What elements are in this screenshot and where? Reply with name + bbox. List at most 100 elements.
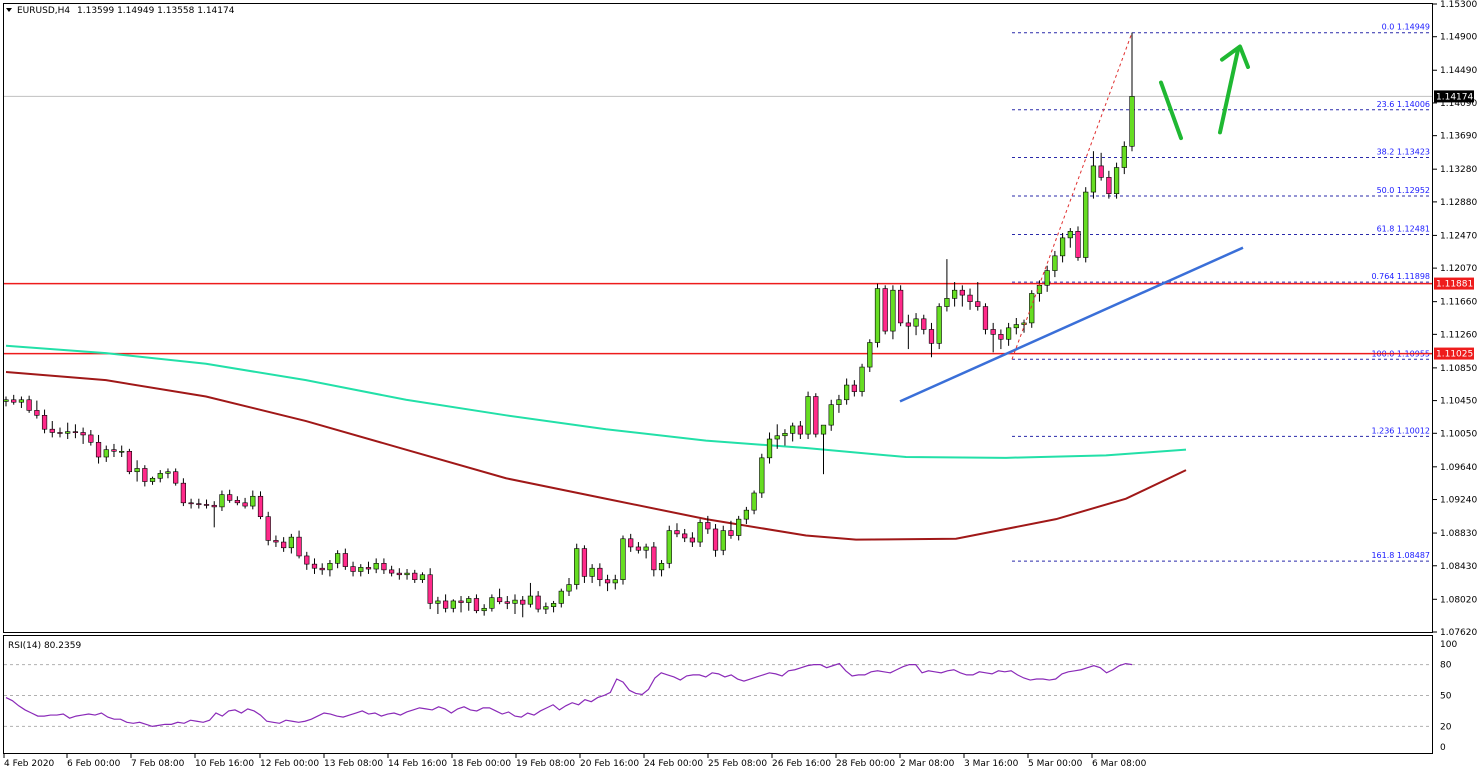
candle-bull [1044, 270, 1050, 286]
candle-bull [165, 471, 171, 474]
rsi-tick-label: 50 [1440, 692, 1452, 702]
price-tick-label: 1.09640 [1440, 463, 1477, 473]
candle-bull [751, 492, 757, 511]
time-tick-label: 19 Feb 08:00 [516, 759, 575, 769]
price-tick-label: 1.11660 [1440, 298, 1477, 308]
candle-bull [890, 289, 896, 332]
candle-bear [967, 294, 973, 302]
candle-bull [820, 424, 827, 435]
support-resistance-lines: 1.11881 1.11025 1.14174 [4, 90, 1474, 360]
fib-level-label: 61.8 1.12481 [1377, 225, 1430, 234]
candle-bull [1029, 293, 1035, 324]
level-price-badge-text: 1.11881 [1436, 280, 1473, 290]
candle-bull [1067, 231, 1073, 239]
candle-bull [219, 494, 225, 508]
candle-bull [250, 495, 256, 507]
up-move-arrow [1218, 47, 1240, 135]
candle-bull [766, 438, 773, 459]
ema-fast-line [5, 344, 1187, 459]
time-tick-label: 4 Feb 2020 [4, 759, 55, 769]
candle-bear [273, 540, 279, 543]
candle-bull [335, 553, 341, 564]
candle-bull [697, 522, 703, 543]
candle-bear [311, 563, 318, 569]
fib-level-label: 161.8 1.08487 [1371, 551, 1430, 560]
candle-bull [157, 473, 163, 479]
candle-bull [119, 450, 125, 453]
rsi-indicator [4, 662, 1432, 728]
rsi-line [5, 662, 1133, 728]
candle-bull [913, 318, 919, 327]
fib-level-label: 1.236 1.10012 [1371, 426, 1430, 435]
candle-bear [11, 399, 17, 403]
time-tick-label: 6 Feb 00:00 [67, 759, 121, 769]
candle-bear [458, 600, 464, 603]
candle-bull [612, 579, 618, 584]
candle-bull [782, 432, 788, 437]
level-price-badge [1434, 347, 1474, 360]
candle-bull [658, 563, 665, 571]
price-tick-label: 1.13280 [1440, 165, 1477, 175]
candle-bear [49, 428, 55, 433]
candle-bull [736, 518, 742, 536]
candle-bear [342, 553, 348, 567]
candle-bull [1113, 167, 1120, 195]
candle-bull [149, 477, 156, 482]
candle-bear [34, 410, 40, 416]
candle-bear [396, 572, 402, 576]
candle-bear [88, 434, 94, 443]
candle-bear [211, 504, 217, 508]
candle-bear [412, 572, 418, 580]
candle-bear [142, 468, 148, 482]
symbol-dropdown-icon[interactable] [6, 8, 12, 12]
price-panel-frame [3, 3, 1433, 633]
fib-level-label: 38.2 1.13423 [1377, 147, 1430, 156]
time-tick-label: 3 Mar 16:00 [964, 759, 1019, 769]
candle-bear [196, 503, 202, 505]
time-tick-label: 14 Feb 16:00 [388, 759, 447, 769]
candle-bull [550, 603, 557, 607]
candle-bear [535, 595, 541, 610]
candle-bear [581, 548, 588, 577]
candle-bull [1083, 191, 1089, 258]
time-tick-label: 28 Feb 00:00 [836, 759, 895, 769]
candle-bull [666, 530, 672, 564]
candle-bear [998, 334, 1004, 340]
candle-bull [1059, 237, 1066, 257]
rsi-label: RSI(14) 80.2359 [8, 641, 81, 651]
candle-bear [111, 449, 117, 452]
candle-bear [975, 301, 981, 307]
candle-bear [319, 567, 325, 571]
candle-bull [566, 584, 572, 592]
candle-bear [990, 329, 996, 335]
current-price-badge [1434, 90, 1474, 103]
time-tick-label: 20 Feb 16:00 [580, 759, 639, 769]
candle-bear [635, 546, 642, 551]
candle-bull [759, 457, 765, 494]
candle-bull [435, 600, 441, 604]
candle-bear [427, 574, 433, 604]
candle-bull [558, 590, 564, 604]
candle-bear [1075, 231, 1081, 258]
current-price-badge-text: 1.14174 [1436, 92, 1473, 102]
ema-slow-line [5, 370, 1187, 541]
candle-bear [898, 289, 904, 324]
time-tick-label: 13 Feb 08:00 [324, 759, 383, 769]
candle-bull [327, 563, 333, 571]
price-tick-label: 1.07620 [1440, 628, 1477, 638]
candle-bear [350, 566, 356, 572]
candle-bear [203, 504, 210, 506]
candle-bear [604, 579, 611, 584]
fib-level-label: 0.0 1.14949 [1382, 23, 1430, 32]
candle-bull [643, 546, 649, 551]
candle-bull [589, 567, 595, 577]
candle-bear [882, 288, 888, 332]
price-tick-label: 1.14900 [1440, 33, 1477, 43]
candle-bull [527, 595, 534, 605]
candle-bear [712, 528, 719, 551]
candle-bull [358, 567, 364, 572]
candle-bull [743, 509, 749, 520]
candlesticks [3, 32, 1135, 618]
candle-bull [1021, 322, 1027, 325]
